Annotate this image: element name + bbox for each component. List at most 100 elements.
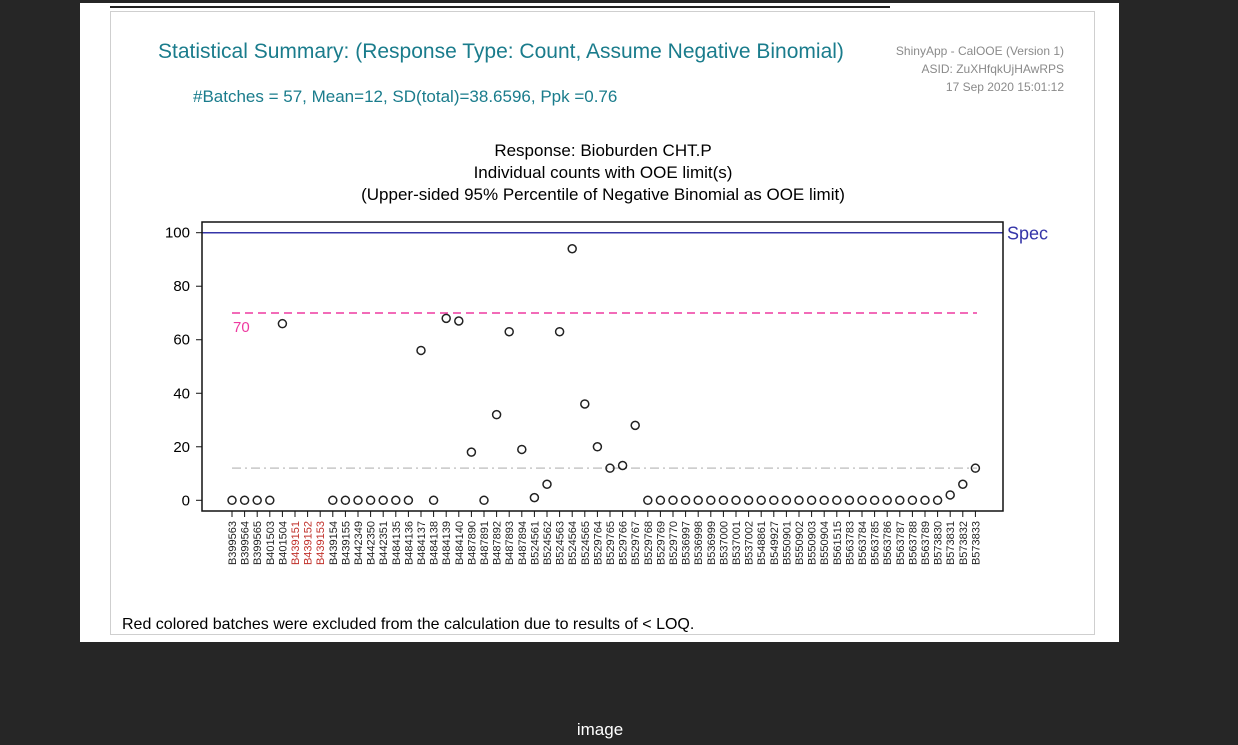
x-tick-label: B529768 [643, 521, 655, 565]
x-tick-label: B442351 [378, 521, 390, 565]
data-point [479, 495, 489, 506]
app-version-text: ShinyApp - CalOOE (Version 1) [895, 44, 1064, 58]
x-tick-label: B561515 [832, 521, 844, 565]
x-tick-label: B439154 [328, 521, 340, 565]
timestamp-text: 17 Sep 2020 15:01:12 [945, 80, 1064, 94]
data-point [605, 463, 615, 473]
x-tick-label: B484136 [403, 521, 415, 565]
x-tick-label: B548861 [756, 521, 768, 565]
x-tick-label: B537000 [718, 521, 730, 565]
y-tick-label: 60 [173, 332, 190, 349]
data-point [869, 495, 880, 506]
data-point [781, 495, 792, 506]
data-point [932, 495, 943, 506]
data-point [630, 420, 640, 431]
x-tick-label: B439153 [315, 521, 327, 565]
x-tick-label: B487890 [466, 521, 478, 565]
data-point [706, 495, 716, 506]
control-chart: Response: Bioburden CHT.P Individual coun… [165, 141, 1048, 565]
y-tick-label: 80 [173, 278, 190, 295]
x-tick-label: B524563 [555, 521, 567, 565]
x-tick-label: B563784 [857, 521, 869, 565]
x-tick-label: B484140 [454, 521, 466, 565]
data-point [517, 444, 527, 455]
x-tick-label: B401503 [265, 521, 277, 565]
data-point [567, 244, 577, 254]
data-point [794, 495, 804, 506]
data-point [340, 495, 351, 506]
x-tick-label: B537001 [731, 521, 743, 565]
data-point [769, 495, 779, 506]
y-tick-label: 100 [165, 225, 190, 242]
x-tick-label: B563787 [895, 521, 907, 565]
x-tick-label: B573832 [958, 521, 970, 565]
x-tick-label: B536999 [706, 521, 718, 565]
data-point [554, 326, 565, 337]
x-tick-label: B529767 [630, 521, 642, 565]
image-caption: image [576, 720, 624, 739]
y-tick-label: 20 [173, 439, 190, 456]
x-tick-label: B563789 [920, 521, 932, 565]
x-tick-label: B442350 [366, 521, 378, 565]
x-tick-label: B536997 [681, 521, 693, 565]
x-tick-label: B550903 [807, 521, 819, 565]
data-point [743, 495, 754, 506]
data-point [643, 495, 653, 506]
x-tick-label: B484135 [391, 521, 403, 565]
x-tick-label: B439151 [290, 521, 302, 565]
x-tick-label: B563786 [882, 521, 894, 565]
x-tick-label: B401504 [277, 521, 289, 565]
x-tick-label: B399565 [252, 521, 264, 565]
summary-title: Statistical Summary: (Response Type: Cou… [158, 40, 844, 63]
data-point [391, 495, 401, 506]
x-tick-label: B484139 [441, 521, 453, 565]
x-tick-label: B529770 [668, 521, 680, 565]
data-point [328, 495, 338, 506]
data-point [718, 495, 729, 506]
data-point [832, 495, 842, 506]
data-point [277, 318, 288, 329]
data-point [756, 495, 766, 506]
cropped-header-line [110, 3, 890, 8]
x-tick-label: B442349 [353, 521, 365, 565]
data-point [353, 495, 363, 506]
chart-title-line: Individual counts with OOE limit(s) [474, 163, 733, 182]
data-point [617, 460, 628, 471]
x-tick-label: B399563 [227, 521, 239, 565]
x-tick-label: B484138 [429, 521, 441, 565]
x-tick-label: B524565 [580, 521, 592, 565]
chart-title-line: Response: Bioburden CHT.P [494, 141, 711, 160]
footnote: Red colored batches were excluded from t… [122, 616, 695, 633]
data-point [252, 495, 262, 506]
x-tick-label: B524564 [567, 521, 579, 565]
data-point [378, 495, 388, 506]
data-point [945, 490, 955, 500]
data-point [403, 495, 414, 506]
x-tick-label: B529769 [655, 521, 667, 565]
data-point [958, 479, 968, 489]
x-tick-label: B550901 [781, 521, 793, 565]
data-point [970, 463, 981, 473]
x-tick-label: B563783 [844, 521, 856, 565]
data-point [416, 345, 426, 356]
data-point [920, 495, 930, 506]
plot-frame [201, 221, 1004, 512]
data-point [668, 495, 678, 506]
summary-stats: #Batches = 57, Mean=12, SD(total)=38.659… [193, 87, 618, 106]
data-point [239, 495, 250, 506]
data-point [441, 313, 451, 324]
spec-limit-label: Spec [1007, 224, 1048, 244]
data-point [592, 442, 603, 452]
x-tick-label: B487891 [479, 521, 491, 565]
x-tick-label: B550902 [794, 521, 806, 565]
chart-titles: Response: Bioburden CHT.P Individual coun… [361, 141, 845, 204]
x-tick-label: B487892 [492, 521, 504, 565]
x-tick-label: B487894 [517, 521, 529, 565]
data-point [731, 495, 741, 506]
data-point [844, 495, 855, 506]
x-tick-label: B524562 [542, 521, 554, 565]
x-tick-label: B536998 [693, 521, 705, 565]
data-point [680, 495, 691, 506]
x-tick-label: B563788 [907, 521, 919, 565]
